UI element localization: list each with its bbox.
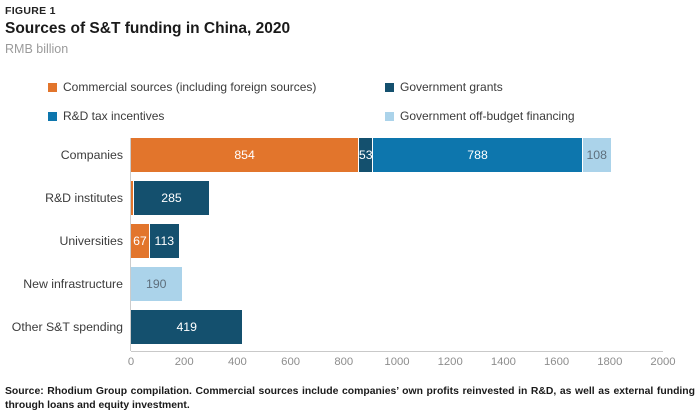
x-axis-line bbox=[131, 351, 663, 352]
legend-swatch-icon bbox=[48, 111, 57, 121]
bar-track: 854 53 788 108 bbox=[131, 138, 611, 172]
row-label: New infrastructure bbox=[23, 277, 123, 291]
bar-row: Universities 67 113 bbox=[0, 224, 700, 258]
bar-track: 419 bbox=[131, 310, 243, 344]
bar-rows-container: Companies 854 53 788 108 R&D institutes 285 Uni… bbox=[0, 138, 700, 353]
x-axis-tick-label: 1800 bbox=[597, 356, 623, 368]
bar-track: 67 113 bbox=[131, 224, 179, 258]
bar-segment-commercial: 854 bbox=[131, 138, 359, 172]
x-axis-tick-label: 0 bbox=[127, 356, 135, 368]
x-axis-tick-label: 1400 bbox=[490, 356, 516, 368]
chart-legend: Commercial sources (including foreign so… bbox=[48, 80, 575, 123]
legend-label: Commercial sources (including foreign so… bbox=[63, 80, 317, 94]
bar-segment-grants: 113 bbox=[148, 224, 179, 258]
bar-row: Other S&T spending 419 bbox=[0, 310, 700, 344]
legend-item: Government off-budget financing bbox=[385, 109, 575, 123]
bar-segment-grants: 53 bbox=[358, 138, 373, 172]
bar-row: New infrastructure 190 bbox=[0, 267, 700, 301]
x-axis-tick-label: 1000 bbox=[384, 356, 410, 368]
row-label: R&D institutes bbox=[45, 191, 123, 205]
legend-item: Government grants bbox=[385, 80, 575, 94]
y-axis-baseline bbox=[130, 138, 131, 351]
bar-value-label: 53 bbox=[358, 148, 373, 162]
bar-row: Companies 854 53 788 108 bbox=[0, 138, 700, 172]
x-axis-tick-label: 1600 bbox=[544, 356, 570, 368]
legend-item: R&D tax incentives bbox=[48, 109, 385, 123]
legend-label: R&D tax incentives bbox=[63, 109, 165, 123]
bar-segment-offbudget: 108 bbox=[581, 138, 611, 172]
source-note: Source: Rhodium Group compilation. Comme… bbox=[5, 386, 695, 411]
bar-value-label: 113 bbox=[154, 234, 175, 248]
bar-segment-grants: 285 bbox=[133, 181, 209, 215]
legend-swatch-icon bbox=[385, 111, 394, 121]
x-axis-tick-label: 400 bbox=[227, 356, 247, 368]
bar-value-label: 190 bbox=[146, 277, 167, 291]
bar-segment-commercial bbox=[131, 181, 134, 215]
row-label: Universities bbox=[59, 234, 123, 248]
legend-swatch-icon bbox=[48, 82, 57, 92]
bar-value-label: 108 bbox=[586, 148, 607, 162]
legend-label: Government off-budget financing bbox=[400, 109, 575, 123]
page-title: Sources of S&T funding in China, 2020 bbox=[5, 20, 291, 37]
bar-value-label: 854 bbox=[234, 148, 255, 162]
figure-label: FIGURE 1 bbox=[5, 5, 56, 17]
row-label: Companies bbox=[60, 148, 123, 162]
bar-value-label: 285 bbox=[161, 191, 182, 205]
bar-value-label: 788 bbox=[467, 148, 488, 162]
bar-track: 190 bbox=[131, 267, 182, 301]
legend-item: Commercial sources (including foreign so… bbox=[48, 80, 385, 94]
x-axis-tick-label: 200 bbox=[174, 356, 194, 368]
bar-value-label: 419 bbox=[176, 320, 197, 334]
x-axis-tick-label: 1200 bbox=[437, 356, 463, 368]
bar-segment-commercial: 67 bbox=[131, 224, 149, 258]
chart-unit-subtitle: RMB billion bbox=[5, 42, 69, 56]
row-label: Other S&T spending bbox=[11, 320, 123, 334]
x-axis-tick-label: 600 bbox=[281, 356, 301, 368]
bar-segment-tax: 788 bbox=[372, 138, 582, 172]
bar-track: 285 bbox=[131, 181, 209, 215]
bar-segment-offbudget: 190 bbox=[131, 267, 182, 301]
bar-segment-grants: 419 bbox=[131, 310, 243, 344]
chart-header: FIGURE 1 Sources of S&T funding in China… bbox=[5, 5, 290, 56]
bar-value-label: 67 bbox=[133, 234, 147, 248]
x-axis-tick-label: 800 bbox=[334, 356, 354, 368]
legend-swatch-icon bbox=[385, 82, 394, 92]
x-axis-tick-label: 2000 bbox=[650, 356, 676, 368]
legend-label: Government grants bbox=[400, 80, 503, 94]
bar-row: R&D institutes 285 bbox=[0, 181, 700, 215]
